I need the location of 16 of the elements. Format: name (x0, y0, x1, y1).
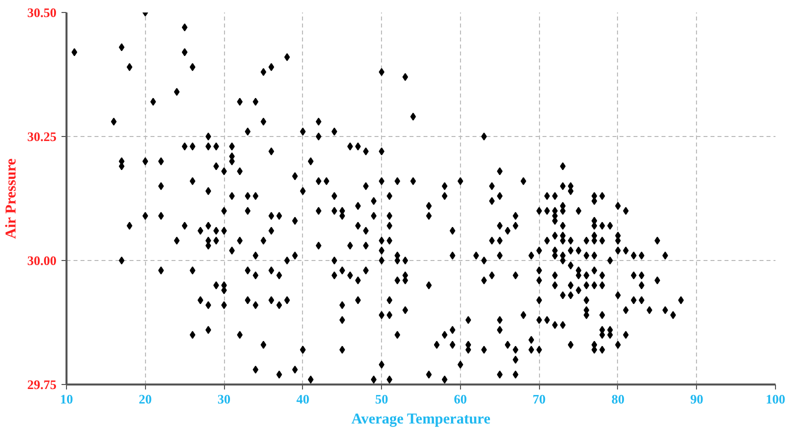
x-tick-label: 50 (375, 392, 388, 406)
x-tick-label: 60 (454, 392, 467, 406)
x-tick-label: 90 (690, 392, 704, 406)
x-tick-label: 80 (611, 392, 624, 406)
y-axis-title: Air Pressure (3, 158, 20, 239)
x-tick-label: 100 (766, 392, 786, 406)
x-tick-label: 20 (138, 392, 152, 406)
x-tick-label: 30 (218, 392, 231, 406)
x-tick-label: 70 (532, 392, 546, 406)
y-tick-label: 30.00 (27, 253, 56, 268)
y-tick-label: 30.25 (27, 129, 57, 144)
x-tick-label: 10 (60, 392, 73, 406)
x-axis-title: Average Temperature (351, 412, 491, 428)
y-tick-label: 29.75 (27, 377, 57, 392)
y-tick-label: 30.50 (27, 5, 56, 20)
x-tick-label: 40 (296, 392, 310, 406)
